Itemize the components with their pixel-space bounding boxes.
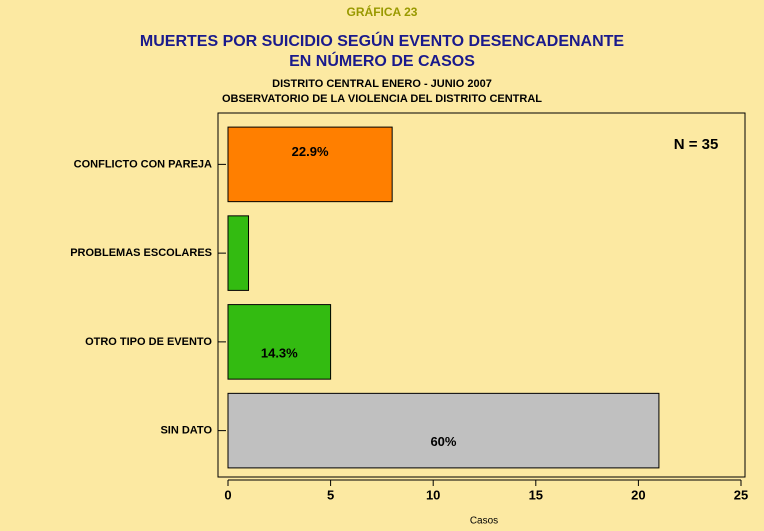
y-tick-label: PROBLEMAS ESCOLARES [70,247,212,259]
plot-frame [217,112,746,478]
bar [227,215,250,291]
chart-title: MUERTES POR SUICIDIO SEGÚN EVENTO DESENC… [140,31,625,50]
overtitle: GRÁFICA 23 [347,4,418,19]
y-tick-label: SIN DATO [160,425,212,437]
y-tick-label: OTRO TIPO DE EVENTO [85,336,212,348]
x-tick-label: 5 [327,487,334,502]
data-label: 60% [430,434,456,449]
chart-title: EN NÚMERO DE CASOS [289,51,475,70]
data-label: 22.9% [292,144,329,159]
x-tick-label: 20 [631,487,645,502]
subtitle: DISTRITO CENTRAL ENERO - JUNIO 2007 [272,78,492,90]
bar [227,126,393,203]
bar [227,392,660,469]
subtitle: OBSERVATORIO DE LA VIOLENCIA DEL DISTRIT… [222,93,542,105]
x-axis-label: Casos [470,516,498,527]
x-tick-label: 10 [426,487,440,502]
x-tick-label: 0 [224,487,231,502]
y-tick-label: CONFLICTO CON PAREJA [74,158,212,170]
data-label: 14.3% [261,345,298,360]
x-tick-label: 25 [734,487,748,502]
annotation: N = 35 [674,136,719,153]
bar [227,304,332,380]
x-tick-label: 15 [529,487,543,502]
